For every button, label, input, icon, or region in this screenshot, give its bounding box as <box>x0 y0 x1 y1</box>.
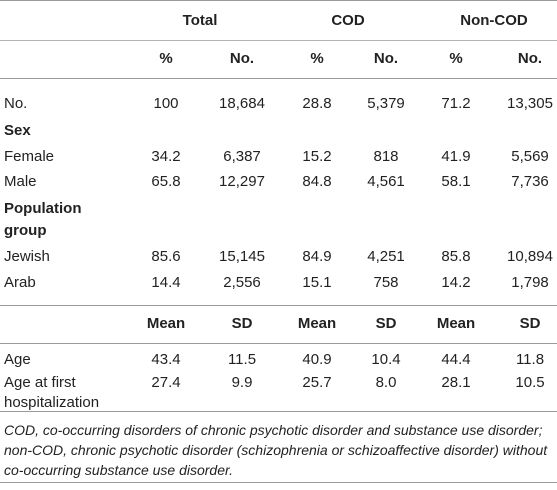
col-header-noncod-pct: % <box>449 50 463 67</box>
cell-male-noncod-pct: 58.1 <box>441 173 471 190</box>
col-header-noncod-mean: Mean <box>436 315 476 332</box>
cell-female-cod-no: 818 <box>373 148 399 165</box>
cell-jewish-cod-no: 4,251 <box>367 248 405 265</box>
row-label-age-first-line1: Age at first <box>4 374 76 391</box>
cell-agefirst-noncod-sd: 10.5 <box>515 374 545 391</box>
col-header-cod-pct: % <box>310 50 324 67</box>
cell-jewish-total-pct: 85.6 <box>151 248 181 265</box>
row-label-arab: Arab <box>4 274 36 291</box>
col-header-cod-mean: Mean <box>297 315 337 332</box>
cell-agefirst-total-sd: 9.9 <box>231 374 253 391</box>
group-header-non-cod: Non-COD <box>460 12 528 29</box>
group-header-cod: COD <box>331 12 365 29</box>
row-label-age: Age <box>4 351 31 368</box>
cell-no-noncod-pct: 71.2 <box>441 95 471 112</box>
group-header-total: Total <box>182 12 218 29</box>
cell-male-noncod-no: 7,736 <box>511 173 549 190</box>
cell-age-total-mean: 43.4 <box>151 351 181 368</box>
cell-jewish-total-no: 15,145 <box>219 248 265 265</box>
cell-age-cod-mean: 40.9 <box>302 351 332 368</box>
row-label-no: No. <box>4 95 28 112</box>
top-rule <box>0 0 557 1</box>
mean-section-top-rule <box>0 305 557 306</box>
cell-male-total-pct: 65.8 <box>151 173 181 190</box>
cell-female-noncod-pct: 41.9 <box>441 148 471 165</box>
row-label-age-first-line2: hospitalization <box>4 394 100 411</box>
row-label-jewish: Jewish <box>4 248 50 265</box>
cell-age-total-sd: 11.5 <box>227 351 257 368</box>
cell-agefirst-noncod-mean: 28.1 <box>441 374 471 391</box>
cell-agefirst-cod-sd: 8.0 <box>375 374 397 391</box>
cell-jewish-noncod-no: 10,894 <box>507 248 553 265</box>
cell-arab-total-pct: 14.4 <box>151 274 181 291</box>
section-label-population: Population <box>4 200 82 217</box>
cell-arab-noncod-pct: 14.2 <box>441 274 471 291</box>
cell-female-cod-pct: 15.2 <box>302 148 332 165</box>
cell-no-total-pct: 100 <box>153 95 179 112</box>
table-footnote: COD, co-occurring disorders of chronic p… <box>4 422 548 478</box>
cell-age-noncod-sd: 11.8 <box>515 351 545 368</box>
cell-arab-cod-pct: 15.1 <box>302 274 332 291</box>
section-label-group: group <box>4 222 47 239</box>
cell-male-cod-no: 4,561 <box>367 173 405 190</box>
cell-female-total-no: 6,387 <box>223 148 261 165</box>
col-header-cod-no: No. <box>373 50 399 67</box>
cell-arab-cod-no: 758 <box>373 274 399 291</box>
col-header-noncod-sd: SD <box>519 315 541 332</box>
col-header-cod-sd: SD <box>375 315 397 332</box>
cell-no-cod-no: 5,379 <box>367 95 405 112</box>
table-bottom-rule <box>0 411 557 412</box>
cell-female-total-pct: 34.2 <box>151 148 181 165</box>
cell-male-total-no: 12,297 <box>219 173 265 190</box>
col-header-total-pct: % <box>159 50 173 67</box>
col-header-total-no: No. <box>229 50 255 67</box>
section-label-sex: Sex <box>4 122 31 139</box>
cell-arab-total-no: 2,556 <box>223 274 261 291</box>
cell-male-cod-pct: 84.8 <box>302 173 332 190</box>
footnote-bottom-rule <box>0 482 557 483</box>
cell-age-cod-sd: 10.4 <box>371 351 401 368</box>
cell-no-cod-pct: 28.8 <box>302 95 332 112</box>
row-label-male: Male <box>4 173 37 190</box>
group-header-rule <box>0 40 557 41</box>
row-label-female: Female <box>4 148 55 165</box>
col-header-noncod-no: No. <box>517 50 543 67</box>
cell-jewish-noncod-pct: 85.8 <box>441 248 471 265</box>
cell-agefirst-cod-mean: 25.7 <box>302 374 332 391</box>
col-header-total-sd: SD <box>231 315 253 332</box>
col-header-total-mean: Mean <box>146 315 186 332</box>
cell-age-noncod-mean: 44.4 <box>441 351 471 368</box>
cell-no-total-no: 18,684 <box>219 95 265 112</box>
cell-agefirst-total-mean: 27.4 <box>151 374 181 391</box>
cell-no-noncod-no: 13,305 <box>507 95 553 112</box>
mean-header-rule <box>0 343 557 344</box>
column-header-rule <box>0 78 557 79</box>
cell-female-noncod-no: 5,569 <box>511 148 549 165</box>
cell-arab-noncod-no: 1,798 <box>511 274 549 291</box>
cell-jewish-cod-pct: 84.9 <box>302 248 332 265</box>
